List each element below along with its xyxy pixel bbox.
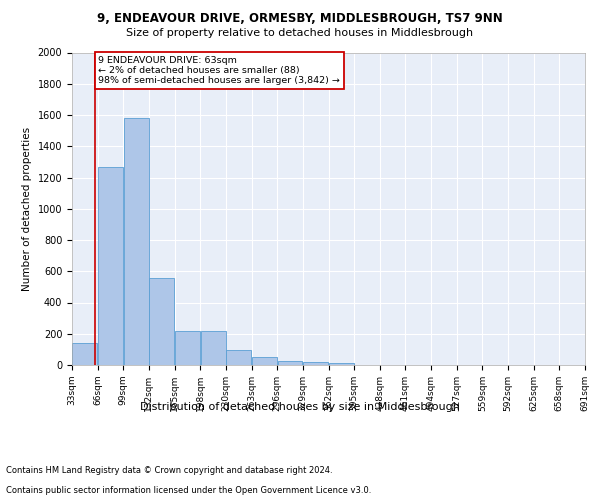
Bar: [175, 330, 200, 365]
Bar: [98, 166, 123, 365]
Bar: [252, 357, 277, 365]
Text: Distribution of detached houses by size in Middlesbrough: Distribution of detached houses by size …: [140, 402, 460, 412]
Text: Size of property relative to detached houses in Middlesbrough: Size of property relative to detached ho…: [127, 28, 473, 38]
Y-axis label: Number of detached properties: Number of detached properties: [22, 126, 32, 291]
Bar: [149, 278, 174, 365]
Text: Contains public sector information licensed under the Open Government Licence v3: Contains public sector information licen…: [6, 486, 371, 495]
Text: Contains HM Land Registry data © Crown copyright and database right 2024.: Contains HM Land Registry data © Crown c…: [6, 466, 332, 475]
Bar: [124, 118, 149, 365]
Text: 9 ENDEAVOUR DRIVE: 63sqm
← 2% of detached houses are smaller (88)
98% of semi-de: 9 ENDEAVOUR DRIVE: 63sqm ← 2% of detache…: [98, 56, 340, 86]
Text: 9, ENDEAVOUR DRIVE, ORMESBY, MIDDLESBROUGH, TS7 9NN: 9, ENDEAVOUR DRIVE, ORMESBY, MIDDLESBROU…: [97, 12, 503, 26]
Bar: [226, 350, 251, 365]
Bar: [278, 360, 302, 365]
Bar: [329, 364, 354, 365]
Bar: [303, 362, 328, 365]
Bar: [200, 330, 226, 365]
Bar: [73, 343, 97, 365]
